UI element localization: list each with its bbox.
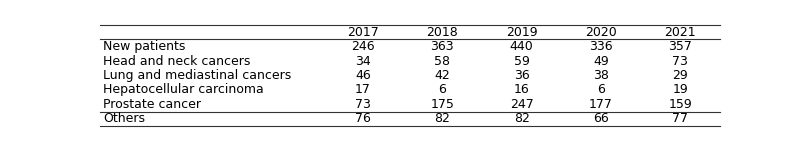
Text: 336: 336 [589, 40, 613, 53]
Text: 76: 76 [355, 112, 371, 125]
Text: 73: 73 [672, 55, 688, 68]
Text: 46: 46 [355, 69, 370, 82]
Text: 177: 177 [589, 98, 613, 111]
Text: 17: 17 [355, 83, 371, 96]
Text: 6: 6 [597, 83, 605, 96]
Text: 36: 36 [514, 69, 530, 82]
Text: 34: 34 [355, 55, 370, 68]
Text: 66: 66 [593, 112, 609, 125]
Text: 440: 440 [510, 40, 534, 53]
Text: Others: Others [103, 112, 145, 125]
Text: 246: 246 [351, 40, 374, 53]
Text: 82: 82 [434, 112, 450, 125]
Text: 42: 42 [434, 69, 450, 82]
Text: 16: 16 [514, 83, 530, 96]
Text: 49: 49 [593, 55, 609, 68]
Text: 59: 59 [514, 55, 530, 68]
Text: 363: 363 [430, 40, 454, 53]
Text: 73: 73 [355, 98, 371, 111]
Text: Hepatocellular carcinoma: Hepatocellular carcinoma [103, 83, 264, 96]
Text: 82: 82 [514, 112, 530, 125]
Text: 2019: 2019 [506, 26, 538, 39]
Text: New patients: New patients [103, 40, 186, 53]
Text: 2018: 2018 [426, 26, 458, 39]
Text: 19: 19 [673, 83, 688, 96]
Text: 77: 77 [672, 112, 688, 125]
Text: Prostate cancer: Prostate cancer [103, 98, 201, 111]
Text: Lung and mediastinal cancers: Lung and mediastinal cancers [103, 69, 291, 82]
Text: 6: 6 [438, 83, 446, 96]
Text: 58: 58 [434, 55, 450, 68]
Text: 38: 38 [593, 69, 609, 82]
Text: 29: 29 [673, 69, 688, 82]
Text: 159: 159 [669, 98, 692, 111]
Text: 247: 247 [510, 98, 534, 111]
Text: 2017: 2017 [347, 26, 378, 39]
Text: 2021: 2021 [665, 26, 696, 39]
Text: 175: 175 [430, 98, 454, 111]
Text: Head and neck cancers: Head and neck cancers [103, 55, 250, 68]
Text: 357: 357 [668, 40, 692, 53]
Text: 2020: 2020 [585, 26, 617, 39]
